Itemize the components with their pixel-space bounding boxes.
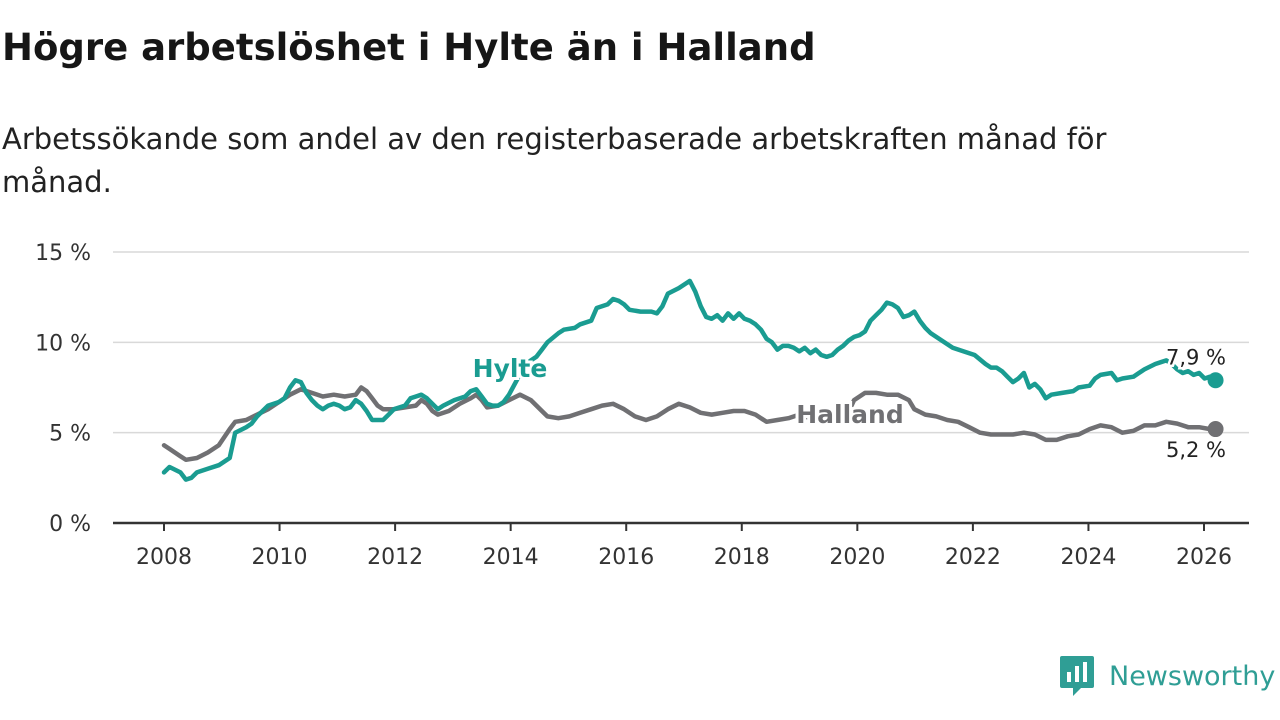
series-end-marker-halland [1207, 421, 1224, 438]
y-tick-label: 15 % [35, 241, 91, 266]
series-line-halland [161, 385, 1218, 463]
x-tick-label: 2008 [136, 545, 192, 570]
newsworthy-logo-icon [1060, 656, 1094, 696]
chart-subtitle: Arbetssökande som andel av den registerb… [2, 122, 1107, 199]
series-line-hylte [161, 278, 1218, 482]
x-tick-label: 2020 [829, 545, 885, 570]
x-tick-label: 2022 [945, 545, 1001, 570]
gridlines [113, 251, 1249, 434]
end-value-label-halland: 5,2 % [1166, 438, 1226, 462]
x-tick-label: 2010 [252, 545, 308, 570]
series-end-marker-hylte [1207, 372, 1224, 389]
x-tick-label: 2012 [367, 545, 423, 570]
brand-name: Newsworthy [1109, 660, 1276, 692]
series-lines [161, 278, 1224, 482]
y-tick-label: 5 % [49, 422, 91, 447]
chart-title: Högre arbetslöshet i Hylte än i Halland [2, 26, 816, 69]
y-tick-label: 10 % [35, 331, 91, 356]
newsworthy-brand: Newsworthy [1059, 654, 1275, 698]
series-labels: Hylte Halland 7,9 % 5,2 % [470, 343, 1229, 465]
x-tick-label: 2016 [598, 545, 654, 570]
y-axis-ticks: 0 % 5 % 10 % 15 % [35, 241, 91, 537]
series-label-halland: Halland [796, 400, 904, 429]
end-value-label-hylte: 7,9 % [1166, 345, 1226, 369]
x-tick-label: 2014 [483, 545, 539, 570]
y-tick-label: 0 % [49, 512, 91, 537]
series-label-hylte: Hylte [473, 354, 548, 383]
x-tick-label: 2024 [1060, 545, 1116, 570]
x-tick-label: 2026 [1176, 545, 1232, 570]
x-tick-label: 2018 [714, 545, 770, 570]
x-axis-ticks: 2008 2010 2012 2014 2016 2018 2020 2022 2024 2026 [136, 523, 1232, 570]
